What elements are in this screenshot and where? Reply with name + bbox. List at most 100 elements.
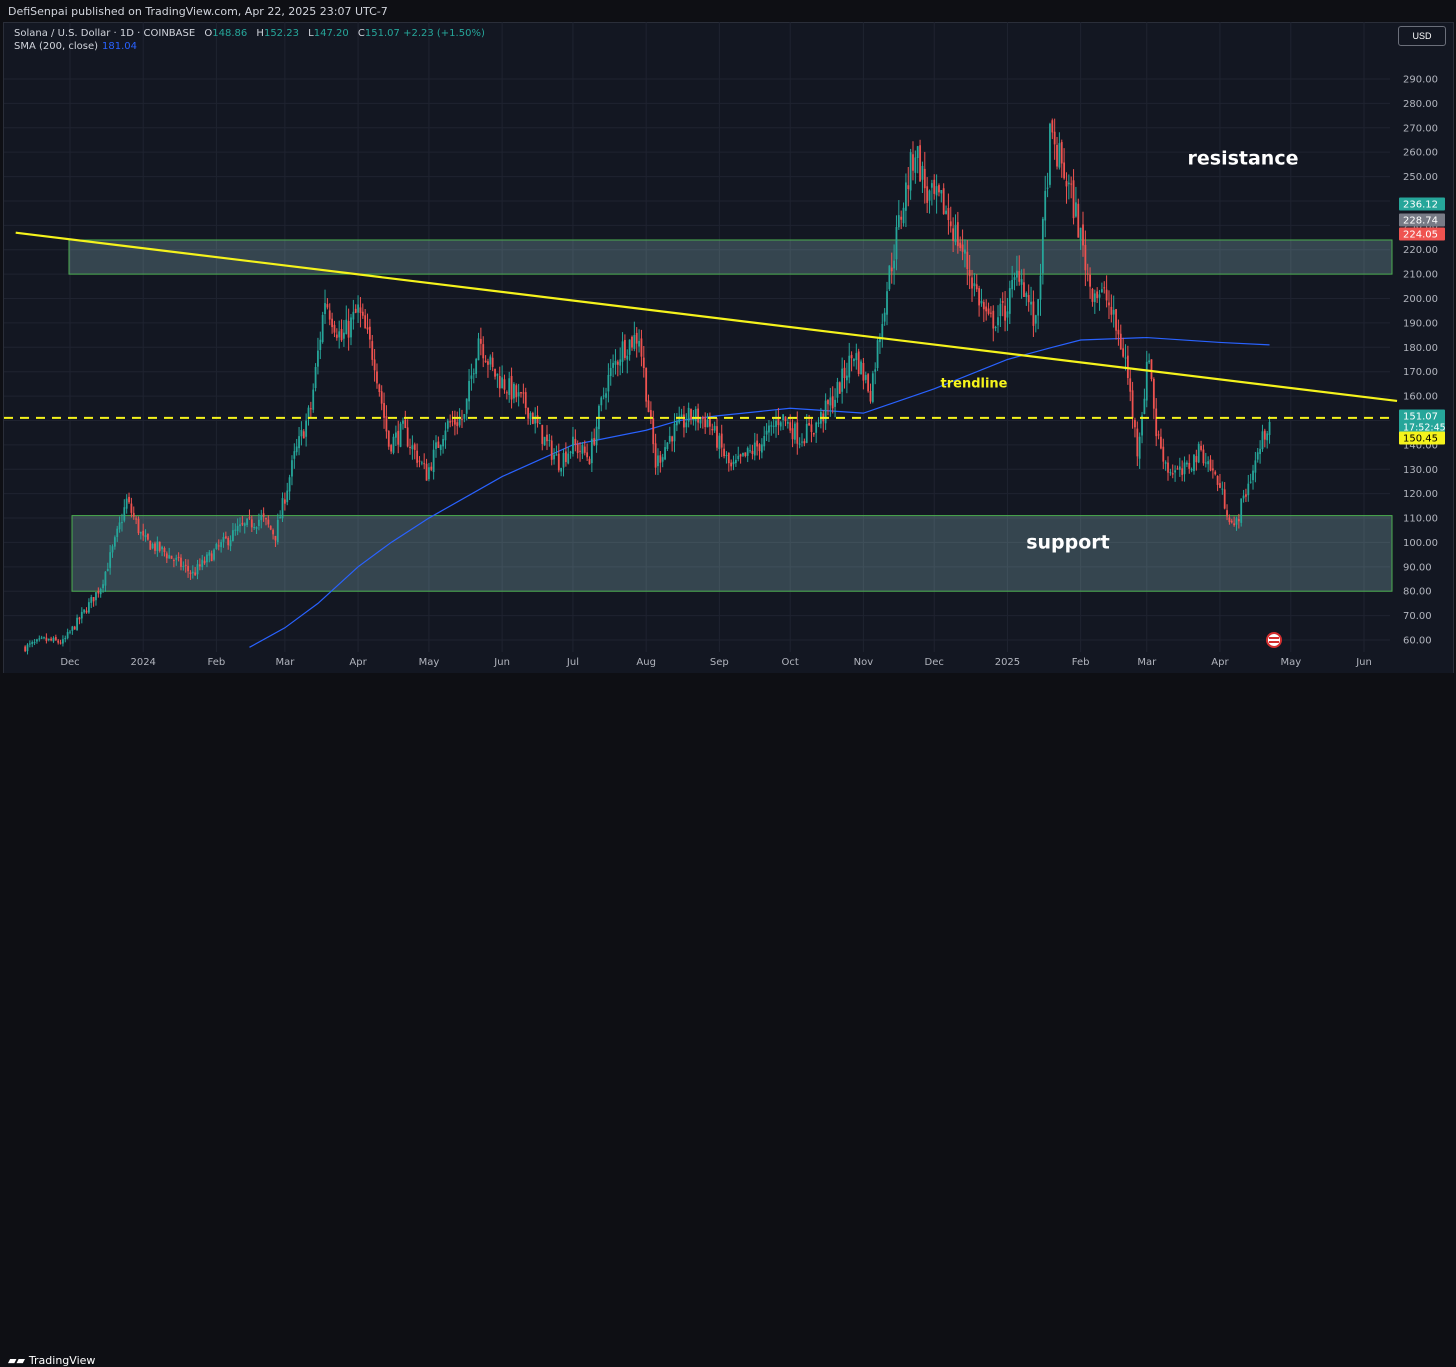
candle-body — [156, 541, 159, 552]
candle — [541, 424, 544, 451]
candle — [234, 523, 237, 536]
candle-body — [1093, 293, 1096, 303]
candle — [841, 357, 844, 404]
candle-body — [222, 537, 225, 542]
candle — [57, 638, 60, 645]
candle-body — [654, 443, 657, 468]
candle-body — [496, 373, 499, 376]
indicator-legend[interactable]: SMA (200, close) 181.04 — [14, 41, 137, 52]
candle — [90, 594, 93, 609]
candle — [520, 391, 522, 398]
candle-body — [1108, 302, 1110, 306]
candle-body — [850, 354, 853, 359]
candle-body — [113, 537, 116, 547]
candle — [309, 401, 312, 419]
currency-button[interactable]: USD — [1398, 26, 1446, 46]
candle-body — [704, 417, 707, 428]
candle — [1254, 451, 1257, 483]
candle — [661, 453, 664, 468]
candle — [598, 404, 600, 440]
candle — [78, 616, 81, 625]
price-tick-label: 140.00 — [1403, 440, 1438, 451]
price-chart[interactable]: resistance trendline support 60.00 70.00 80.… — [0, 0, 1456, 701]
candle-body — [66, 632, 69, 639]
candle-body — [465, 398, 468, 414]
candle — [600, 396, 603, 412]
candle — [940, 190, 943, 203]
candle — [286, 482, 289, 506]
candle-body — [1230, 520, 1233, 523]
candle — [461, 409, 463, 429]
candle — [1211, 459, 1214, 479]
candle-body — [298, 436, 300, 449]
candle — [642, 346, 645, 378]
candle-body — [824, 400, 827, 424]
candle-body — [501, 377, 504, 388]
candle — [175, 554, 178, 566]
candle — [949, 206, 952, 233]
candle — [1148, 353, 1151, 365]
candle — [638, 329, 640, 353]
candle-body — [371, 341, 374, 360]
candle-body — [562, 453, 565, 468]
candle-body — [357, 304, 359, 313]
candle — [1006, 297, 1009, 331]
candle — [1020, 269, 1023, 299]
candle-body — [579, 450, 581, 452]
candle-body — [170, 555, 173, 559]
candle-body — [1249, 481, 1252, 483]
symbol-name[interactable]: Solana / U.S. Dollar · 1D · COINBASE — [14, 28, 196, 39]
candle — [111, 544, 114, 558]
candle-body — [198, 564, 201, 567]
candle-body — [248, 517, 251, 519]
candle — [97, 587, 100, 598]
tradingview-logo[interactable]: ▰▰ TradingView — [8, 1354, 95, 1367]
candle-body — [1053, 131, 1056, 145]
candle-body — [602, 395, 605, 397]
candle-body — [463, 414, 466, 419]
candle-body — [942, 188, 945, 215]
candle — [1174, 465, 1176, 482]
price-tick-label: 210.00 — [1403, 270, 1438, 281]
candle-body — [616, 361, 619, 365]
candle — [1034, 314, 1037, 333]
candle — [1018, 255, 1021, 286]
candle-body — [498, 375, 501, 389]
candle-body — [987, 308, 990, 314]
price-tag-value: 236.12 — [1403, 200, 1438, 211]
candle-body — [576, 444, 579, 453]
candle-body — [791, 428, 794, 440]
candle-body — [716, 426, 718, 448]
candle — [1027, 284, 1030, 312]
candle — [874, 362, 877, 385]
time-tick-label: Feb — [1072, 657, 1090, 668]
candle — [439, 444, 442, 456]
candle — [92, 597, 95, 607]
candle-body — [163, 548, 166, 553]
sma-layer — [249, 336, 1270, 648]
candle-body — [321, 314, 324, 342]
candle — [432, 440, 435, 480]
candle-body — [409, 446, 411, 448]
candle-body — [1228, 517, 1231, 523]
candle — [1249, 473, 1252, 484]
candle — [491, 352, 494, 372]
candle — [513, 382, 515, 404]
candle-body — [1197, 443, 1200, 463]
candle-body — [352, 311, 355, 320]
candle — [149, 540, 152, 550]
candle — [1157, 430, 1160, 440]
candle — [442, 434, 444, 454]
symbol-legend[interactable]: Solana / U.S. Dollar · 1D · COINBASE O14… — [14, 28, 485, 39]
candle-body — [522, 392, 525, 394]
time-tick-label: Jul — [566, 657, 579, 668]
candle-body — [203, 560, 206, 564]
sma-label[interactable]: SMA (200, close) — [14, 41, 98, 52]
candle — [487, 358, 489, 378]
candle — [548, 433, 551, 447]
candle-body — [402, 420, 404, 424]
candle — [914, 150, 917, 184]
candle-body — [1044, 190, 1047, 221]
candle-body — [475, 359, 478, 374]
chart-frame[interactable] — [3, 22, 1454, 674]
